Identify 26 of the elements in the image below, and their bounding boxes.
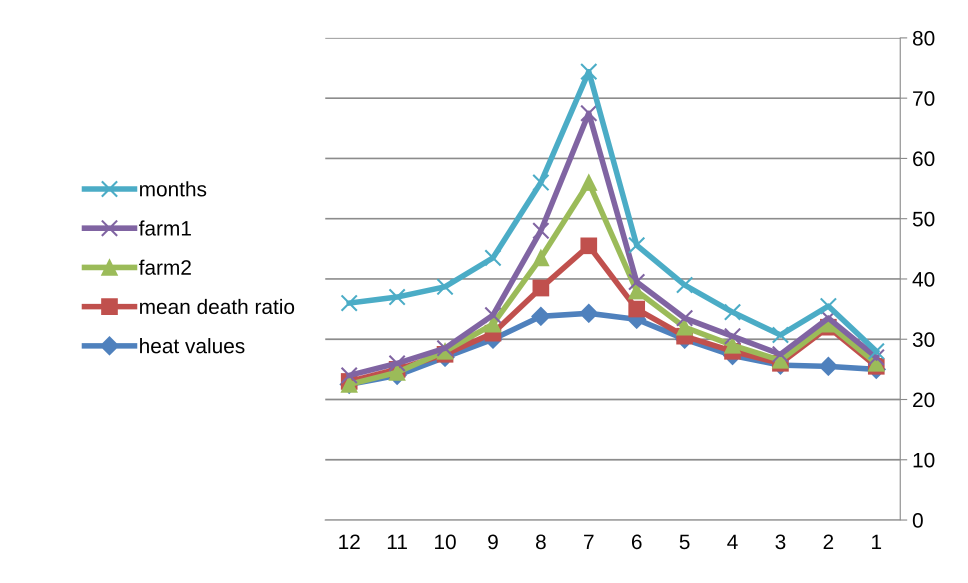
legend-label: farm2 bbox=[138, 260, 191, 275]
x-tick-label: 7 bbox=[584, 534, 594, 550]
x-tick-label: 8 bbox=[536, 534, 546, 550]
legend-label: farm1 bbox=[138, 220, 191, 236]
y-tick-label: 0 bbox=[912, 513, 923, 528]
x-tick-label: 10 bbox=[435, 534, 456, 550]
y-tick-label: 20 bbox=[913, 392, 934, 408]
y-tick-label: 40 bbox=[912, 272, 934, 287]
x-tick-label: 9 bbox=[488, 534, 498, 550]
y-tick-label: 70 bbox=[913, 91, 934, 106]
y-tick-label: 80 bbox=[912, 30, 934, 46]
y-tick-label: 10 bbox=[914, 452, 934, 468]
y-tick-label: 50 bbox=[912, 212, 934, 226]
y-tick-label: 60 bbox=[913, 151, 934, 166]
legend-label: mean death ratio bbox=[140, 298, 294, 314]
y-tick-label: 30 bbox=[912, 332, 934, 347]
x-tick-label: 3 bbox=[775, 534, 786, 550]
legend-label: months bbox=[140, 181, 206, 196]
legend-label: heat values bbox=[140, 338, 244, 354]
x-tick-label: 2 bbox=[824, 534, 834, 550]
x-tick-label: 1 bbox=[872, 534, 882, 550]
x-tick-label: 6 bbox=[632, 534, 642, 550]
x-tick-label: 12 bbox=[339, 534, 360, 550]
x-tick-label: 11 bbox=[388, 534, 407, 550]
x-tick-label: 5 bbox=[680, 534, 690, 550]
x-tick-label: 4 bbox=[727, 534, 738, 550]
